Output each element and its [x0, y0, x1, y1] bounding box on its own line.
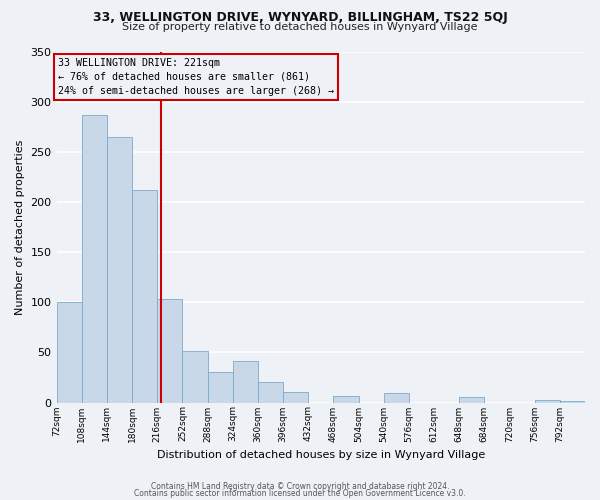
- Bar: [459, 398, 484, 402]
- Bar: [283, 392, 308, 402]
- Bar: [157, 299, 182, 403]
- Bar: [383, 394, 409, 402]
- Bar: [334, 396, 359, 402]
- Text: 33 WELLINGTON DRIVE: 221sqm
← 76% of detached houses are smaller (861)
24% of se: 33 WELLINGTON DRIVE: 221sqm ← 76% of det…: [58, 58, 334, 96]
- Y-axis label: Number of detached properties: Number of detached properties: [15, 140, 25, 314]
- Bar: [233, 362, 258, 403]
- X-axis label: Distribution of detached houses by size in Wynyard Village: Distribution of detached houses by size …: [157, 450, 485, 460]
- Bar: [56, 302, 82, 402]
- Text: Contains HM Land Registry data © Crown copyright and database right 2024.: Contains HM Land Registry data © Crown c…: [151, 482, 449, 491]
- Bar: [82, 114, 107, 403]
- Bar: [182, 352, 208, 403]
- Text: Contains public sector information licensed under the Open Government Licence v3: Contains public sector information licen…: [134, 489, 466, 498]
- Text: 33, WELLINGTON DRIVE, WYNYARD, BILLINGHAM, TS22 5QJ: 33, WELLINGTON DRIVE, WYNYARD, BILLINGHA…: [92, 11, 508, 24]
- Text: Size of property relative to detached houses in Wynyard Village: Size of property relative to detached ho…: [122, 22, 478, 32]
- Bar: [560, 400, 585, 402]
- Bar: [132, 190, 157, 402]
- Bar: [107, 136, 132, 402]
- Bar: [258, 382, 283, 402]
- Bar: [208, 372, 233, 402]
- Bar: [535, 400, 560, 402]
